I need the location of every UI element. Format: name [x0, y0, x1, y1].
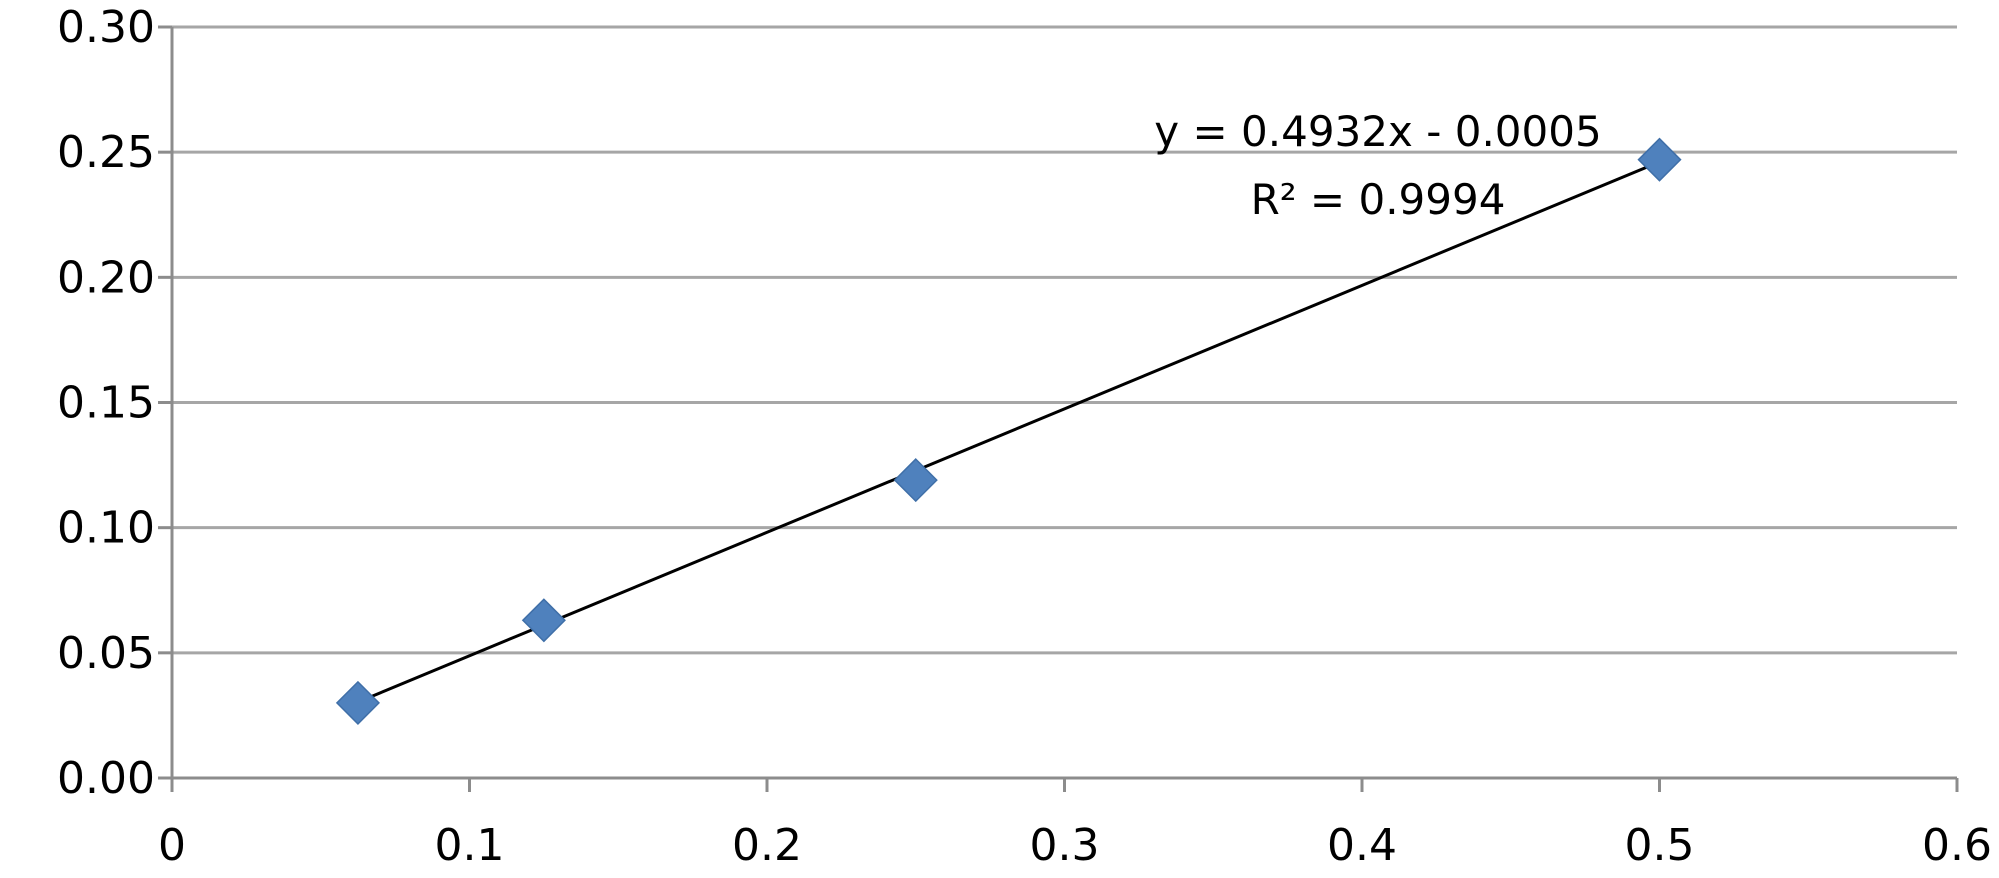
x-tick-label: 0.3	[1030, 820, 1100, 871]
y-tick-label: 0.15	[57, 378, 155, 429]
tick-labels: 0.00 0.05 0.10 0.15 0.20 0.25 0.30 0 0.1 0.2 0.3 0.…	[57, 2, 1992, 871]
data-points	[335, 137, 1682, 725]
y-tick-label: 0.10	[57, 503, 155, 554]
x-tick-label: 0.5	[1625, 820, 1695, 871]
x-tick-label: 0	[158, 820, 186, 871]
x-tick-label: 0.6	[1922, 820, 1992, 871]
y-tick-label: 0.05	[57, 628, 155, 679]
y-tick-label: 0.20	[57, 252, 155, 303]
y-tick-label: 0.25	[57, 127, 155, 178]
trendline	[357, 160, 1661, 704]
x-tick-label: 0.4	[1327, 820, 1397, 871]
data-point-marker	[1637, 137, 1682, 182]
y-tick-label: 0.00	[57, 753, 155, 804]
trendline-r-squared: R² = 0.9994	[1251, 175, 1506, 224]
data-point-marker	[521, 598, 566, 643]
data-point-marker	[893, 458, 938, 503]
x-tick-label: 0.1	[435, 820, 505, 871]
y-tick-label: 0.30	[57, 2, 155, 53]
gridlines	[172, 25, 1957, 655]
data-point-marker	[335, 680, 380, 725]
trendline-equation: y = 0.4932x - 0.0005	[1154, 107, 1601, 156]
trendline-group	[357, 160, 1661, 704]
axes	[158, 25, 1959, 792]
x-tick-label: 0.2	[732, 820, 802, 871]
